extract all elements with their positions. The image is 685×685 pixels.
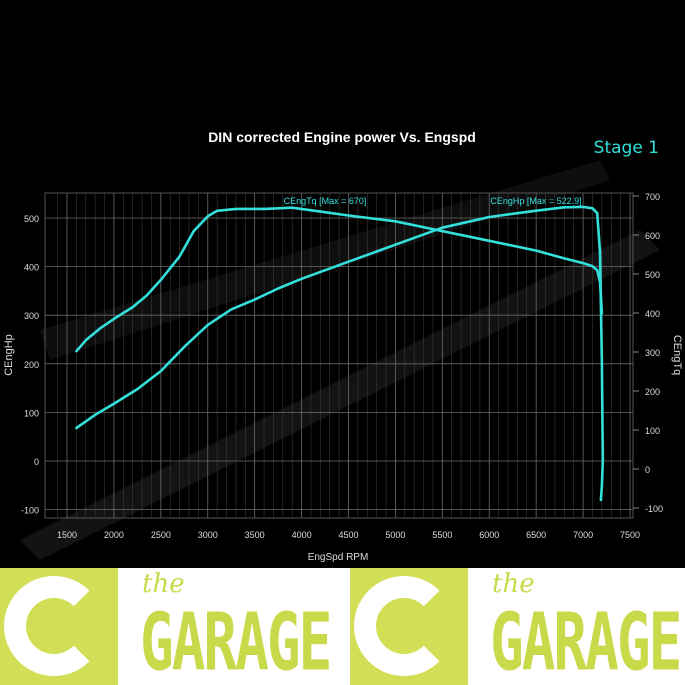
y-right-tick-label: 0 [645, 465, 650, 475]
y-right-tick-label: 400 [645, 309, 660, 319]
stage-badge: Stage 1 [594, 138, 659, 158]
garage-logo: the GARAGE [350, 568, 685, 685]
y-left-tick-label: 200 [24, 360, 39, 370]
y-right-tick-label: 100 [645, 426, 660, 436]
logo-the: the [492, 569, 535, 599]
y-right-tick-label: 500 [645, 270, 660, 280]
y-axis-right-label: CEngTq [671, 335, 683, 375]
x-tick-label: 6000 [479, 530, 499, 540]
x-tick-label: 5500 [432, 530, 452, 540]
x-tick-label: 2000 [104, 530, 124, 540]
garage-banner: the GARAGE the GARAGE [0, 568, 685, 685]
y-left-tick-label: 300 [24, 311, 39, 321]
torque-max-annotation: CEngTq [Max = 670] [284, 196, 367, 206]
y-left-tick-label: 400 [24, 263, 39, 273]
x-tick-label: 4000 [292, 530, 312, 540]
watermark [20, 160, 660, 560]
series-line-cengtq [75, 206, 604, 353]
y-right-tick-label: 700 [645, 192, 660, 202]
y-left-tick-label: 0 [34, 457, 39, 467]
x-tick-label: 6500 [526, 530, 546, 540]
series-line-cenghp [75, 205, 605, 502]
y-right-tick-label: 300 [645, 348, 660, 358]
x-tick-label: 3500 [245, 530, 265, 540]
logo-garage: GARAGE [140, 596, 332, 685]
y-axis-left-label: CEngHp [3, 334, 15, 376]
ticks: -100 0 100 200 300 400 500 -100 0 100 200 300 400 500… [21, 192, 663, 540]
garage-logo: the GARAGE [0, 568, 340, 685]
y-left-tick-label: -100 [21, 506, 39, 516]
y-right-tick-label: 200 [645, 387, 660, 397]
x-tick-label: 7500 [620, 530, 640, 540]
logo-garage: GARAGE [490, 596, 682, 685]
series-lines [75, 205, 605, 502]
y-left-tick-label: 100 [24, 408, 39, 418]
chart-title: DIN corrected Engine power Vs. Engspd [208, 129, 476, 145]
logo-the: the [142, 569, 185, 599]
y-right-tick-label: -100 [645, 504, 663, 514]
x-tick-label: 4500 [338, 530, 358, 540]
y-left-tick-label: 500 [24, 214, 39, 224]
x-tick-label: 3000 [198, 530, 218, 540]
x-axis-label: EngSpd RPM [308, 552, 369, 563]
hp-max-annotation: CEngHp [Max = 522.9] [490, 196, 581, 206]
x-tick-label: 2500 [151, 530, 171, 540]
dyno-chart: -100 0 100 200 300 400 500 -100 0 100 200 300 400 500… [3, 129, 683, 563]
grid [45, 193, 633, 518]
x-tick-label: 5000 [385, 530, 405, 540]
g-logo-icon [350, 568, 468, 685]
x-tick-label: 7000 [573, 530, 593, 540]
x-tick-label: 1500 [57, 530, 77, 540]
g-logo-icon [0, 568, 118, 685]
y-right-tick-label: 600 [645, 231, 660, 241]
